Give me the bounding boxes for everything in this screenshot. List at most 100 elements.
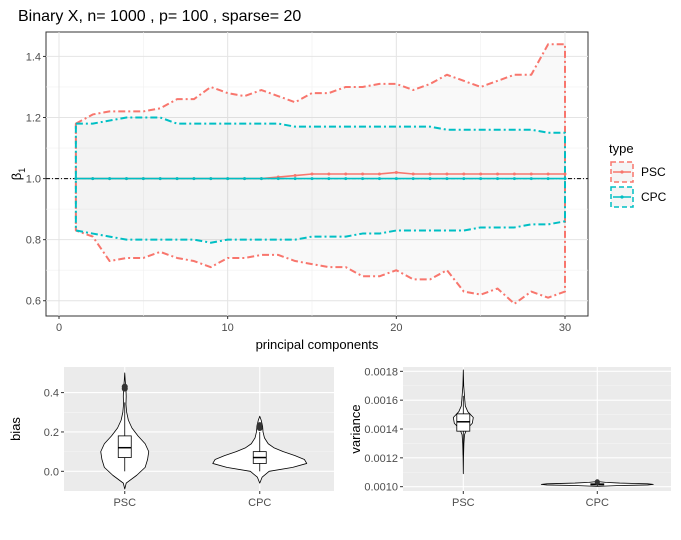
legend: type PSC CPC <box>609 141 667 208</box>
ribbon-cpc <box>74 116 566 244</box>
x-tick-label: PSC <box>113 497 136 509</box>
mean-point-cpc <box>158 177 162 181</box>
x-tick-label: CPC <box>586 497 609 509</box>
mean-point-cpc <box>377 177 381 181</box>
mean-point-psc <box>479 172 483 176</box>
mean-point-cpc <box>411 177 415 181</box>
variance-y-axis-title: variance <box>348 404 363 453</box>
main-y-tick-label: 1.0 <box>26 174 41 186</box>
mean-point-cpc <box>124 177 128 181</box>
mean-point-psc <box>344 172 348 176</box>
variance-grid <box>403 367 671 491</box>
mean-point-cpc <box>546 177 550 181</box>
outlier-point-cpc <box>594 479 600 485</box>
x-tick-label: PSC <box>452 497 475 509</box>
mean-point-cpc <box>361 177 365 181</box>
mean-point-psc <box>327 172 331 176</box>
mean-point-psc <box>377 172 381 176</box>
outlier-point-psc <box>121 383 128 390</box>
bias-x-axis: PSC CPC <box>113 491 271 509</box>
mean-point-cpc <box>344 177 348 181</box>
mean-point-cpc <box>108 177 112 181</box>
main-y-tick-label: 1.4 <box>26 51 41 63</box>
y-tick-label: 0.0018 <box>364 366 398 378</box>
legend-key-psc: PSC <box>610 161 666 183</box>
y-tick-label: 0.0 <box>44 466 59 478</box>
legend-key-cpc: CPC <box>610 186 667 208</box>
y-tick-label: 0.0010 <box>364 482 398 494</box>
bias-panel <box>64 367 334 491</box>
variance-y-axis: 0.0010 0.0012 0.0014 0.0016 0.0018 <box>364 366 403 494</box>
legend-label-cpc: CPC <box>641 190 667 204</box>
outlier-point-cpc <box>256 422 263 429</box>
mean-point-cpc <box>141 177 145 181</box>
mean-point-cpc <box>428 177 432 181</box>
mean-point-cpc <box>310 177 314 181</box>
main-x-tick-label: 30 <box>559 322 571 334</box>
main-x-axis-title: principal components <box>256 337 379 352</box>
mean-point-cpc <box>445 177 449 181</box>
main-y-axis-title: β1 <box>9 168 27 181</box>
mean-point-psc <box>445 172 449 176</box>
mean-point-cpc <box>209 177 213 181</box>
mean-point-cpc <box>74 177 78 181</box>
legend-point-cpc <box>620 195 624 199</box>
legend-label-psc: PSC <box>641 165 666 179</box>
y-axis-subscript: 1 <box>17 168 27 173</box>
mean-point-psc <box>512 172 516 176</box>
y-tick-label: 0.0014 <box>364 424 398 436</box>
mean-point-psc <box>563 172 567 176</box>
mean-point-cpc <box>276 177 280 181</box>
mean-point-psc <box>310 172 314 176</box>
main-lines <box>46 170 588 181</box>
bias-y-axis-title: bias <box>8 417 23 441</box>
mean-point-cpc <box>394 177 398 181</box>
main-chart-title: Binary X, n= 1000 , p= 100 , sparse= 20 <box>18 8 301 25</box>
mean-point-cpc <box>175 177 179 181</box>
mean-point-cpc <box>512 177 516 181</box>
main-y-tick-label: 0.8 <box>26 235 41 247</box>
main-y-axis: 0.6 0.8 1.0 1.2 1.4 <box>26 51 46 308</box>
y-tick-label: 0.0012 <box>364 453 398 465</box>
y-tick-label: 0.2 <box>44 427 59 439</box>
variance-violins <box>452 369 654 487</box>
mean-point-cpc <box>479 177 483 181</box>
y-axis-beta-symbol: β <box>9 173 24 180</box>
mean-point-psc <box>496 172 500 176</box>
variance-x-axis: PSC CPC <box>452 491 609 509</box>
mean-point-psc <box>293 174 297 178</box>
mean-point-psc <box>428 172 432 176</box>
x-tick-label: CPC <box>248 497 271 509</box>
mean-point-cpc <box>192 177 196 181</box>
y-tick-label: 0.4 <box>44 388 59 400</box>
mean-point-cpc <box>226 177 230 181</box>
mean-point-psc <box>361 172 365 176</box>
mean-point-cpc <box>529 177 533 181</box>
bias-y-axis: 0.0 0.2 0.4 <box>44 388 64 478</box>
y-tick-label: 0.0016 <box>364 395 398 407</box>
main-x-tick-label: 10 <box>222 322 234 334</box>
mean-point-cpc <box>563 177 567 181</box>
main-y-tick-label: 0.6 <box>26 296 41 308</box>
mean-point-psc <box>529 172 533 176</box>
mean-point-cpc <box>327 177 331 181</box>
main-x-axis: 0 10 20 30 <box>56 316 571 334</box>
mean-point-psc <box>462 172 466 176</box>
mean-point-cpc <box>91 177 95 181</box>
main-x-tick-label: 0 <box>56 322 62 334</box>
legend-title: type <box>609 141 634 156</box>
bias-violins <box>100 372 308 490</box>
mean-point-cpc <box>243 177 247 181</box>
mean-point-cpc <box>259 177 263 181</box>
legend-point-psc <box>620 170 624 174</box>
main-x-tick-label: 20 <box>390 322 402 334</box>
mean-point-psc <box>546 172 550 176</box>
main-y-tick-label: 1.2 <box>26 113 41 125</box>
box-psc <box>117 435 132 458</box>
mean-point-cpc <box>293 177 297 181</box>
mean-point-cpc <box>462 177 466 181</box>
mean-point-psc <box>394 170 398 174</box>
mean-point-psc <box>411 172 415 176</box>
mean-point-cpc <box>496 177 500 181</box>
